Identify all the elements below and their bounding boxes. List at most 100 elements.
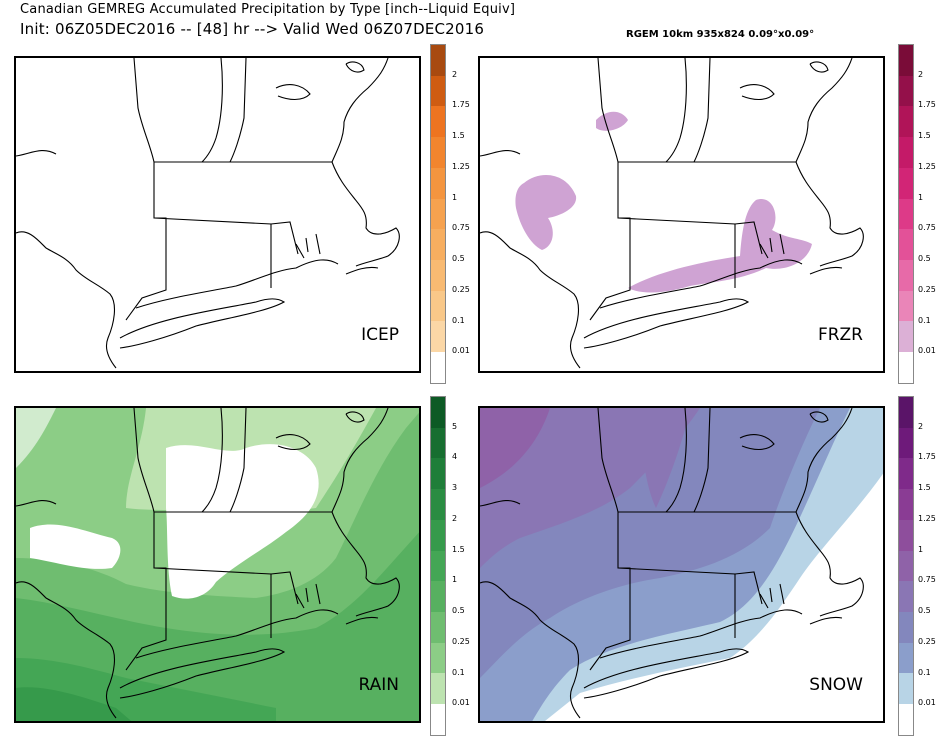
colorbar-swatch: [431, 550, 445, 582]
colorbar-swatch: [899, 75, 913, 107]
colorbar-swatch: [899, 260, 913, 291]
colorbar-swatch: [431, 581, 445, 613]
colorbar-swatch: [899, 427, 913, 459]
colorbar-swatch: [431, 427, 445, 459]
colorbar-tick-label: 0.75: [918, 223, 936, 233]
colorbar-swatch: [431, 106, 445, 138]
model-info: RGEM 10km 935x824 0.09°x0.09°: [626, 29, 815, 40]
frzr-map: [480, 58, 864, 369]
rain-colorbar: [430, 396, 446, 736]
colorbar-swatch: [431, 198, 445, 230]
colorbar-tick-label: 2: [452, 513, 458, 523]
colorbar-swatch: [899, 137, 913, 168]
colorbar-tick-label: 1.5: [452, 131, 465, 141]
colorbar-swatch: [431, 642, 445, 674]
colorbar-tick-label: 1: [918, 192, 924, 202]
colorbar-swatch: [431, 458, 445, 490]
colorbar-tick-label: 1.75: [918, 452, 936, 462]
colorbar-swatch: [431, 167, 445, 199]
colorbar-tick-label: 0.5: [918, 606, 931, 616]
colorbar-swatch: [899, 397, 913, 428]
colorbar-tick-label: 2: [918, 69, 924, 79]
colorbar-tick-label: 1: [452, 575, 458, 585]
icep-colorbar: [430, 44, 446, 384]
colorbar-swatch: [431, 137, 445, 168]
colorbar-tick-label: 1.75: [452, 100, 470, 110]
colorbar-swatch: [431, 260, 445, 291]
colorbar-tick-label: 2: [918, 421, 924, 431]
snow-map: [480, 408, 883, 721]
colorbar-tick-label: 0.5: [452, 254, 465, 264]
colorbar-tick-label: 0.1: [452, 315, 465, 325]
map-outlines: [16, 58, 400, 369]
colorbar-tick-label: 0.01: [452, 698, 470, 708]
colorbar-swatch: [899, 321, 913, 353]
colorbar-tick-label: 0.75: [452, 223, 470, 233]
colorbar-tick-label: 0.75: [918, 575, 936, 585]
panel-label: SNOW: [809, 675, 863, 695]
colorbar-swatch: [431, 290, 445, 322]
colorbar-swatch: [899, 106, 913, 138]
colorbar-tick-label: 2: [452, 69, 458, 79]
map-outlines: [480, 58, 864, 369]
colorbar-tick-label: 1.25: [452, 161, 470, 171]
colorbar-tick-label: 0.01: [918, 346, 936, 356]
chart-title: Canadian GEMREG Accumulated Precipitatio…: [20, 2, 516, 17]
colorbar-tick-label: 0.1: [918, 667, 931, 677]
colorbar-tick-label: 4: [452, 452, 458, 462]
colorbar-swatch: [431, 673, 445, 705]
colorbar-swatch: [899, 673, 913, 705]
colorbar-swatch: [899, 642, 913, 674]
colorbar-swatch: [899, 167, 913, 199]
panel-label: RAIN: [358, 675, 399, 695]
colorbar-tick-label: 0.01: [918, 698, 936, 708]
colorbar-swatch: [899, 352, 913, 383]
rain-map: [16, 408, 419, 721]
colorbar-swatch: [899, 489, 913, 520]
colorbar-swatch: [431, 612, 445, 643]
colorbar-swatch: [899, 581, 913, 613]
colorbar-swatch: [431, 229, 445, 261]
rain-shading: [16, 408, 419, 721]
panel-label: FRZR: [817, 325, 863, 345]
colorbar-swatch: [899, 290, 913, 322]
colorbar-swatch: [431, 489, 445, 520]
colorbar-swatch: [899, 704, 913, 735]
map-outlines: [480, 408, 864, 719]
colorbar-tick-label: 1.75: [918, 100, 936, 110]
colorbar-tick-label: 0.25: [918, 636, 936, 646]
snow-map-panel: SNOW: [478, 406, 885, 723]
colorbar-tick-label: 0.5: [918, 254, 931, 264]
colorbar-tick-label: 1.5: [452, 544, 465, 554]
colorbar-swatch: [431, 75, 445, 107]
colorbar-swatch: [431, 45, 445, 76]
colorbar-tick-label: 0.1: [452, 667, 465, 677]
colorbar-tick-label: 0.25: [918, 284, 936, 294]
freezing-rain-area: [515, 111, 812, 293]
snow-colorbar: [898, 396, 914, 736]
colorbar-tick-label: 0.25: [452, 636, 470, 646]
colorbar-swatch: [899, 612, 913, 643]
colorbar-tick-label: 1.25: [918, 161, 936, 171]
colorbar-tick-label: 1.25: [918, 513, 936, 523]
panel-label: ICEP: [361, 325, 399, 345]
colorbar-swatch: [899, 45, 913, 76]
colorbar-swatch: [431, 704, 445, 735]
rain-map-panel: RAIN: [14, 406, 421, 723]
colorbar-tick-label: 0.1: [918, 315, 931, 325]
colorbar-swatch: [899, 229, 913, 261]
colorbar-swatch: [431, 397, 445, 428]
chart-init-valid-line: Init: 06Z05DEC2016 -- [48] hr --> Valid …: [20, 20, 485, 38]
colorbar-swatch: [431, 321, 445, 353]
colorbar-tick-label: 1: [918, 544, 924, 554]
map-outlines: [16, 408, 400, 719]
icep-map: [16, 58, 400, 369]
colorbar-swatch: [899, 458, 913, 490]
icep-map-panel: ICEP: [14, 56, 421, 373]
colorbar-tick-label: 0.01: [452, 346, 470, 356]
colorbar-swatch: [899, 519, 913, 551]
frzr-colorbar: [898, 44, 914, 384]
snow-shading: [480, 408, 883, 721]
colorbar-swatch: [431, 352, 445, 383]
colorbar-tick-label: 0.5: [452, 606, 465, 616]
